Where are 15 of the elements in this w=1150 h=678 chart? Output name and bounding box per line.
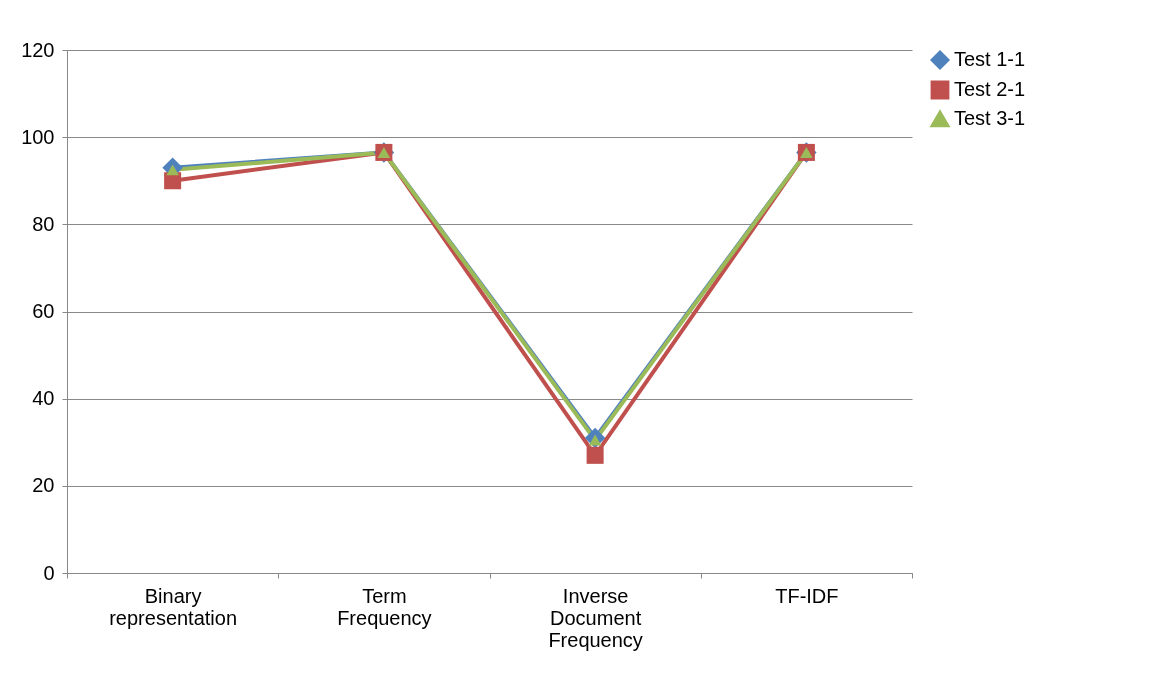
y-tick-label: 40 <box>32 387 55 410</box>
x-tick-label: Inverse Document Frequency <box>548 584 643 651</box>
y-tick-label: 20 <box>32 474 55 497</box>
y-tick-label: 80 <box>32 212 55 235</box>
x-tick-label: Binary representation <box>109 584 238 629</box>
legend-label: Test 2-1 <box>954 78 1026 100</box>
y-tick-label: 120 <box>21 38 55 61</box>
legend-label: Test 1-1 <box>954 48 1026 70</box>
x-tick-label: TF-IDF <box>775 584 839 607</box>
legend-label: Test 3-1 <box>954 107 1026 129</box>
point <box>586 446 604 464</box>
x-tick-label: Term Frequency <box>337 584 432 629</box>
y-tick-label: 100 <box>21 125 55 148</box>
y-tick-label: 60 <box>32 300 55 322</box>
y-tick-label: 0 <box>43 561 55 584</box>
